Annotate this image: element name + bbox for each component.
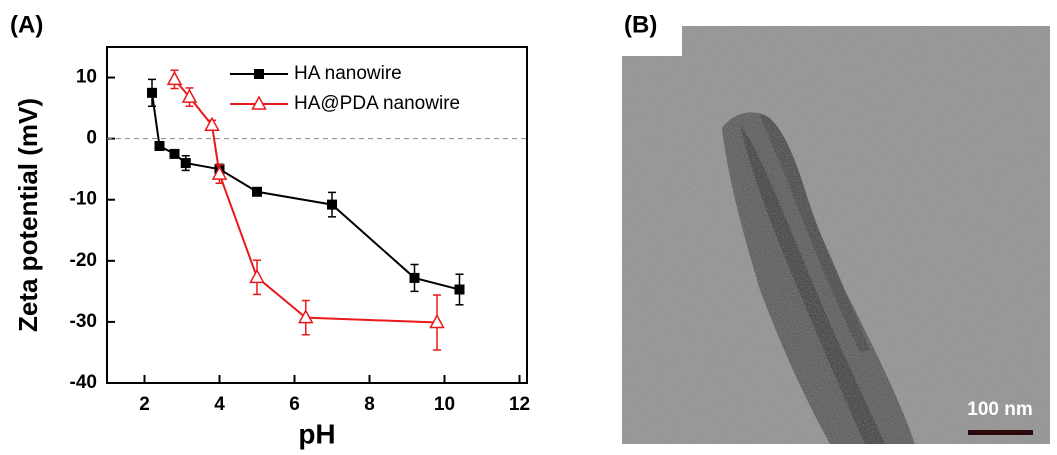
x-axis-title: pH	[298, 418, 335, 449]
x-tick-label: 12	[509, 394, 530, 415]
series-line	[151, 92, 460, 291]
marker	[409, 272, 420, 283]
marker	[169, 148, 180, 159]
marker	[147, 87, 157, 98]
plot-frame	[106, 46, 528, 384]
y-tick-label: 10	[76, 67, 97, 88]
y-tick-label: -30	[70, 311, 97, 332]
y-tick-label: 0	[86, 128, 97, 149]
legend-marker	[251, 95, 267, 110]
marker	[166, 70, 183, 86]
marker	[204, 116, 220, 131]
x-tick-label: 4	[214, 394, 225, 415]
marker	[211, 165, 228, 180]
marker	[180, 158, 191, 169]
image-noise	[622, 26, 1050, 444]
marker	[154, 140, 165, 151]
marker	[327, 199, 337, 210]
legend-label: HA@PDA nanowire	[294, 93, 460, 114]
y-axis-title: Zeta potential (mV)	[13, 98, 43, 332]
scale-bar	[968, 430, 1033, 435]
x-tick-label: 6	[289, 394, 300, 415]
marker	[429, 313, 445, 329]
marker	[181, 88, 198, 103]
x-tick-label: 8	[364, 394, 375, 415]
label-background	[622, 26, 682, 56]
marker	[454, 284, 465, 295]
panel-label: (A)	[10, 11, 43, 38]
panel-label: (B)	[624, 11, 657, 38]
x-tick-label: 10	[434, 394, 455, 415]
y-tick-label: -20	[70, 250, 97, 271]
tem-image	[622, 26, 1050, 444]
marker	[249, 268, 265, 284]
x-tick-label: 2	[139, 394, 150, 415]
legend-marker	[254, 69, 264, 79]
y-tick-label: -10	[70, 189, 97, 210]
marker	[297, 309, 314, 324]
y-tick-label: -40	[70, 372, 97, 393]
marker	[252, 186, 262, 197]
legend-label: HA nanowire	[294, 63, 402, 84]
scale-bar-label: 100 nm	[967, 399, 1032, 420]
